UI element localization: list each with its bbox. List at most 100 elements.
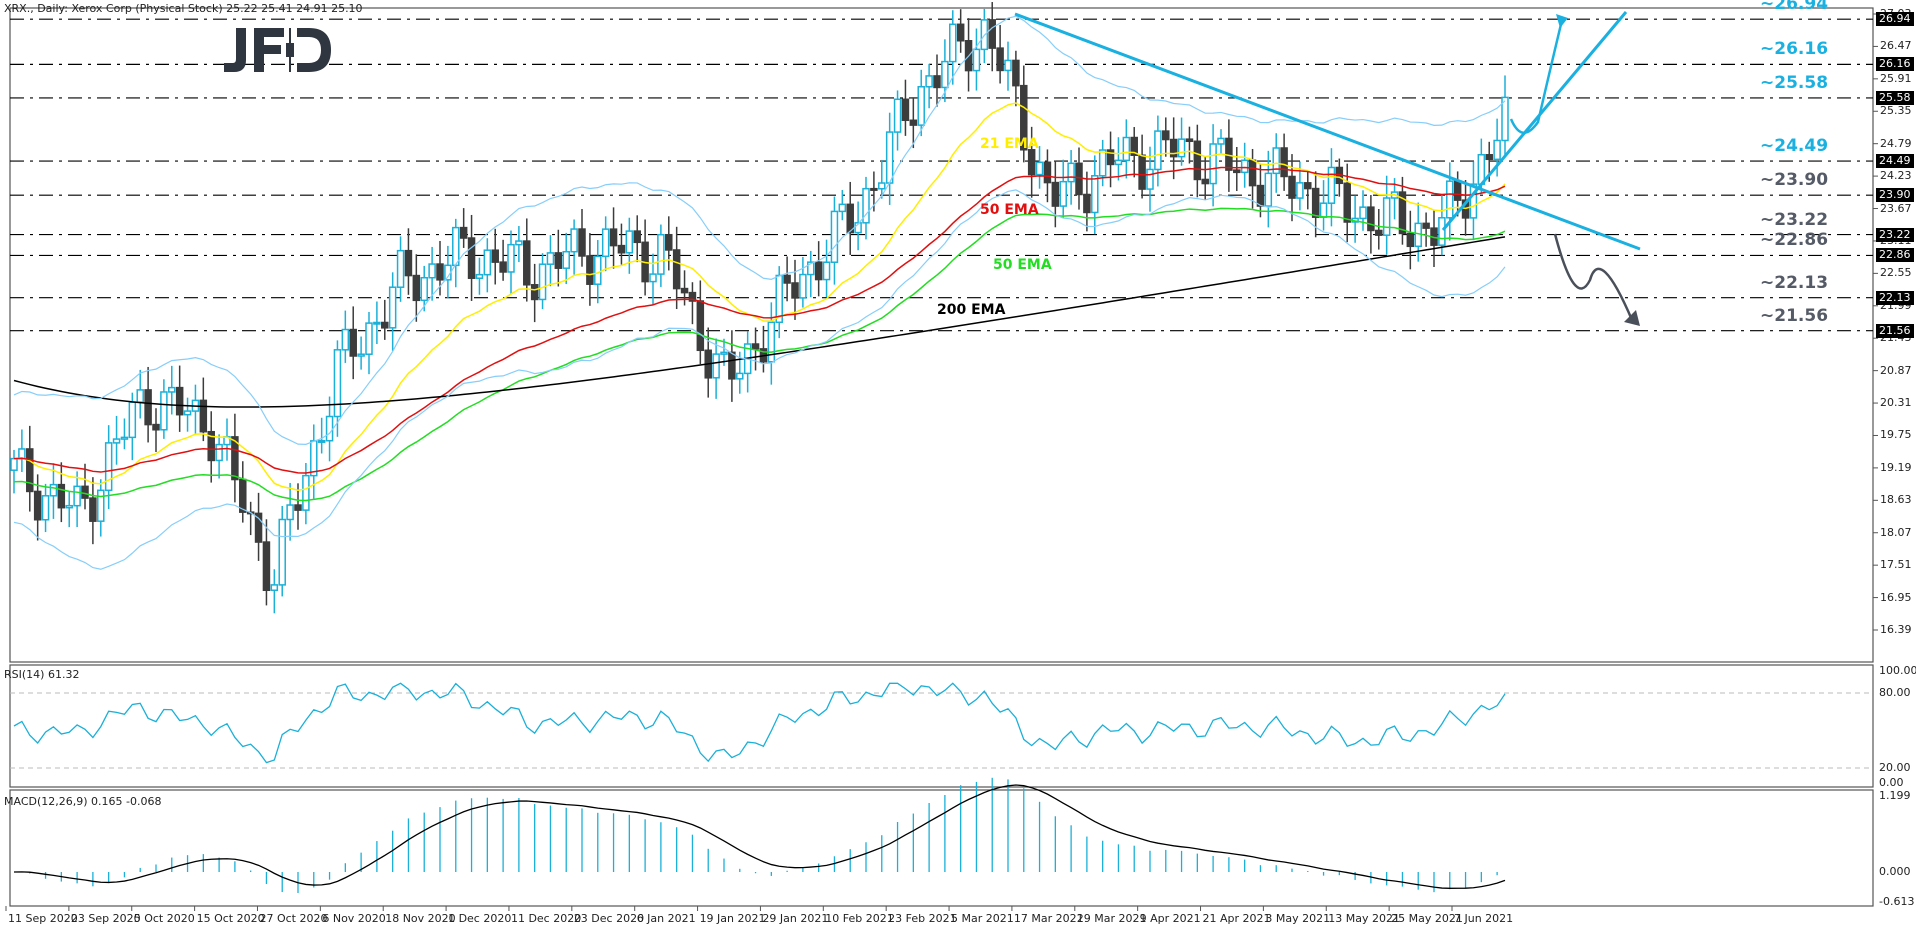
date-axis-label: 29 Jan 2021 (762, 912, 829, 925)
bull-candle (65, 504, 73, 509)
bearish-scenario-arrow (1553, 233, 1634, 321)
bear-candle (1027, 149, 1036, 176)
level-price-tag: 23.90 (1876, 188, 1914, 203)
bull-candle (570, 228, 578, 253)
jfd-logo-icon (224, 28, 331, 72)
bear-candle (870, 187, 878, 191)
ema200-label: 200 EMA (937, 302, 1006, 318)
bull-candle (1240, 159, 1249, 174)
bear-candle (530, 284, 539, 301)
level-price-tag: 24.49 (1876, 154, 1914, 169)
bear-candle (1106, 149, 1115, 166)
date-axis-label: 5 Oct 2020 (133, 912, 195, 925)
level-price-tag: 22.13 (1876, 290, 1914, 305)
bull-candle (452, 226, 460, 267)
bear-candle (239, 478, 247, 513)
price-tick-label: 20.31 (1880, 396, 1912, 410)
bear-candle (523, 240, 531, 286)
ema21-label: 21 EMA (980, 136, 1039, 152)
rsi-line (13, 682, 1506, 764)
bull-candle (365, 322, 373, 355)
level-price-tag: 26.94 (1876, 12, 1914, 27)
bull-candle (515, 240, 523, 246)
bear-candle (1051, 181, 1060, 207)
bull-candle (1272, 147, 1280, 175)
bull-candle (925, 75, 933, 88)
bull-candle (1091, 175, 1099, 214)
level-price-tag: 23.22 (1876, 227, 1914, 242)
bear-candle (1422, 222, 1430, 229)
bear-candle (1233, 169, 1241, 174)
date-axis-label: 29 Mar 2021 (1076, 912, 1147, 925)
bear-candle (404, 249, 413, 277)
bear-candle (175, 386, 184, 416)
bull-candle (357, 353, 365, 357)
date-axis-label: 25 May 2021 (1391, 912, 1463, 925)
bear-candle (1398, 191, 1407, 235)
bull-candle (302, 474, 310, 511)
bear-candle (728, 351, 736, 380)
date-axis-label: 6 Nov 2020 (322, 912, 386, 925)
rsi-axis-label: 20.00 (1879, 761, 1911, 774)
price-tick-label: 25.91 (1880, 71, 1912, 85)
bear-candle (1256, 184, 1265, 207)
bear-candle (814, 261, 823, 281)
bull-candle (862, 187, 870, 224)
bear-candle (1138, 154, 1146, 190)
macd-axis-label: 0.000 (1879, 865, 1911, 878)
bull-candle (1004, 59, 1012, 72)
price-tick-label: 18.07 (1880, 525, 1912, 539)
bull-candle (120, 436, 129, 440)
price-tick-label: 22.55 (1880, 266, 1912, 280)
date-axis-label: 13 May 2021 (1328, 912, 1400, 925)
price-tick-label: 26.47 (1880, 39, 1912, 53)
bull-candle (601, 228, 610, 258)
bull-candle (41, 495, 50, 521)
bearish-arrowhead-icon (1624, 310, 1640, 326)
bull-candle (972, 48, 981, 72)
ema21-line (13, 102, 1506, 492)
bull-candle (878, 182, 886, 190)
price-tick-label: 25.35 (1880, 104, 1912, 118)
bear-candle (412, 274, 421, 302)
bear-candle (1343, 182, 1351, 223)
bull-candle (73, 485, 81, 507)
price-tick-label: 24.79 (1880, 136, 1912, 150)
bear-candle (491, 249, 499, 263)
bear-candle (617, 244, 626, 254)
bear-candle (1406, 232, 1415, 248)
bull-candle (1296, 182, 1304, 199)
bear-candle (262, 541, 271, 592)
bull-candle (1359, 206, 1367, 220)
bear-candle (152, 423, 160, 431)
level-price-tag: 22.86 (1876, 248, 1914, 263)
bull-candle (10, 457, 18, 471)
level-annotation: ~22.13 (1760, 272, 1829, 293)
bear-candle (554, 252, 563, 269)
level-annotation: ~24.49 (1760, 136, 1829, 157)
bear-candle (1020, 84, 1028, 151)
bull-candle (160, 391, 168, 431)
level-annotation: ~22.86 (1760, 230, 1829, 251)
bull-candle (720, 351, 728, 355)
bull-candle (396, 249, 405, 288)
bear-candle (499, 261, 507, 273)
bear-candle (633, 230, 641, 244)
bollinger-upper (13, 15, 1506, 445)
bear-candle (1311, 187, 1320, 218)
level-price-tag: 25.58 (1876, 90, 1914, 105)
bull-candle (475, 273, 484, 279)
bear-candle (665, 233, 673, 251)
bull-candle (341, 328, 350, 351)
bull-candle (1154, 130, 1162, 171)
bear-candle (680, 287, 689, 294)
ema50-red-label: 50 EMA (980, 202, 1039, 218)
bull-candle (1438, 217, 1446, 246)
bull-candle (428, 263, 436, 279)
bull-candle (594, 255, 602, 285)
bear-candle (988, 19, 996, 49)
main-panel-frame (9, 7, 1874, 663)
price-tick-label: 23.67 (1880, 201, 1912, 215)
